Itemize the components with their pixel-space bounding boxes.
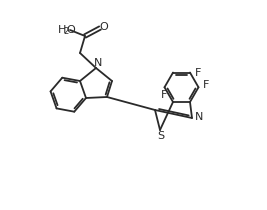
Text: 2: 2 bbox=[63, 27, 68, 36]
Text: F: F bbox=[195, 68, 201, 77]
Text: N: N bbox=[94, 58, 102, 68]
Text: O: O bbox=[66, 25, 75, 35]
Text: F: F bbox=[203, 80, 210, 90]
Text: F: F bbox=[161, 90, 168, 100]
Text: N: N bbox=[195, 112, 203, 122]
Text: S: S bbox=[158, 131, 164, 141]
Text: O: O bbox=[100, 22, 108, 32]
Text: H: H bbox=[58, 25, 66, 35]
